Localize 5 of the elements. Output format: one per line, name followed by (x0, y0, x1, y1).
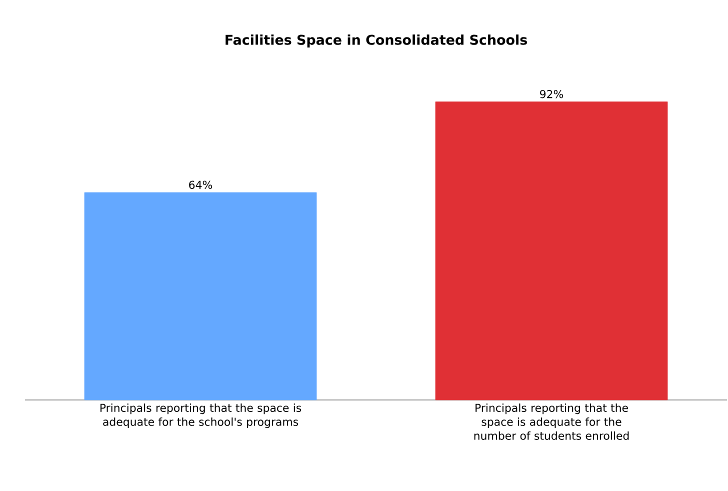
data-label: 64% (189, 180, 212, 189)
x-tick-label: Principals reporting that the space is adequate for the number of students enrolled (474, 404, 629, 440)
data-label: 92% (540, 90, 564, 98)
chart-title: Facilities Space in Consolidated Schools (226, 34, 527, 48)
x-tick-label: Principals reporting that the space is adequate for the school's programs (100, 404, 302, 428)
